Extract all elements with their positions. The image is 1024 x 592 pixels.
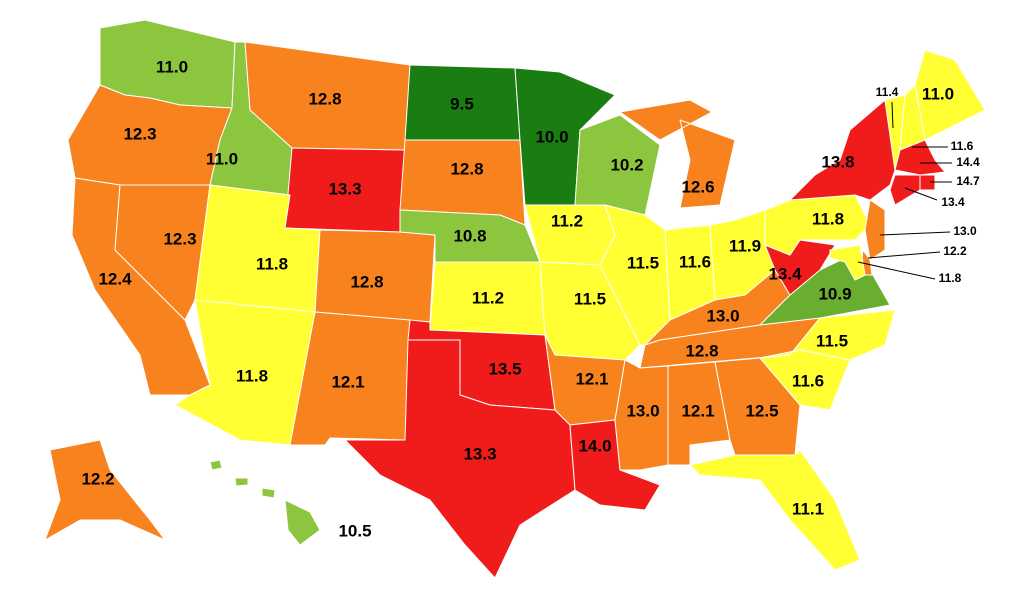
leader-line xyxy=(904,187,938,201)
state-value-label: 13.3 xyxy=(328,179,361,198)
state-value-label: 12.8 xyxy=(308,89,341,108)
state-value-label: 12.8 xyxy=(450,159,483,178)
leader-line xyxy=(867,251,941,259)
state-value-label: 12.1 xyxy=(331,372,364,391)
state xyxy=(789,99,896,201)
leader-line xyxy=(857,261,936,280)
state xyxy=(829,244,866,281)
state-value-label: 13.0 xyxy=(626,401,659,420)
state-value-label: 11.6 xyxy=(792,371,824,390)
state-value-label: 11.6 xyxy=(951,139,974,153)
state-value-label: 14.4 xyxy=(956,155,980,169)
state-value-label: 13.0 xyxy=(953,224,977,238)
state xyxy=(114,184,211,321)
state-value-label: 11.2 xyxy=(472,288,504,307)
state xyxy=(864,199,886,261)
state-value-label: 12.4 xyxy=(98,269,132,288)
state-value-label: 14.7 xyxy=(956,174,980,188)
state xyxy=(44,439,166,541)
state xyxy=(689,449,861,571)
state-value-label: 9.5 xyxy=(450,94,474,113)
state-value-label: 10.2 xyxy=(610,155,643,174)
state-value-label: 12.6 xyxy=(681,177,714,196)
state-value-label: 11.4 xyxy=(876,85,899,99)
state xyxy=(599,204,671,346)
leader-line xyxy=(891,101,894,129)
state xyxy=(759,309,896,361)
state-value-label: 12.2 xyxy=(81,469,114,488)
state-value-label: 10.5 xyxy=(338,521,371,540)
state-value-label: 11.6 xyxy=(679,252,711,271)
state-value-label: 12.3 xyxy=(163,229,196,248)
state-value-label: 11.2 xyxy=(551,211,583,230)
state-value-label: 13.4 xyxy=(941,195,965,209)
state-value-label: 12.1 xyxy=(681,401,714,420)
state-value-label: 12.3 xyxy=(123,124,156,143)
state-value-label: 11.0 xyxy=(922,84,954,103)
state xyxy=(314,229,436,323)
state-value-label: 11.0 xyxy=(156,57,188,76)
state-value-label: 11.5 xyxy=(627,253,659,272)
state-value-label: 12.8 xyxy=(350,272,383,291)
state xyxy=(209,459,321,546)
state-value-label: 11.5 xyxy=(574,289,606,308)
state-value-label: 13.3 xyxy=(463,444,496,463)
state-value-label: 11.8 xyxy=(256,254,288,273)
state-value-label: 11.8 xyxy=(939,271,962,285)
state xyxy=(889,174,921,206)
state-value-label: 11.5 xyxy=(816,331,848,350)
state-value-label: 11.1 xyxy=(792,499,824,518)
state-value-label: 10.0 xyxy=(535,127,568,146)
state-value-label: 11.8 xyxy=(236,366,268,385)
state-value-label: 12.5 xyxy=(745,401,778,420)
state-value-label: 13.0 xyxy=(706,306,739,325)
state-value-label: 13.5 xyxy=(488,359,521,378)
state-value-label: 13.8 xyxy=(821,152,854,171)
state-value-label: 11.0 xyxy=(206,149,238,168)
state-value-label: 12.8 xyxy=(685,341,718,360)
state-value-label: 13.4 xyxy=(768,264,802,283)
state-value-label: 11.9 xyxy=(729,236,761,255)
state-value-label: 10.8 xyxy=(453,226,486,245)
state xyxy=(344,339,576,579)
leader-line xyxy=(879,231,951,236)
state-value-label: 12.1 xyxy=(575,369,608,388)
state-value-label: 14.0 xyxy=(578,436,611,455)
state-value-label: 12.2 xyxy=(943,244,967,258)
state-value-label: 10.9 xyxy=(818,284,851,303)
state xyxy=(619,99,736,209)
state-value-label: 11.8 xyxy=(812,209,844,228)
